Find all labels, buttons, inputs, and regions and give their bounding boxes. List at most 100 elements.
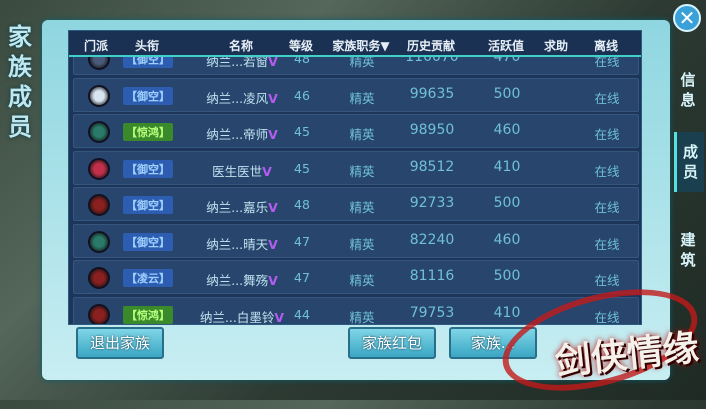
member-name-text: 纳兰...舞殇 xyxy=(206,273,269,288)
member-status: 在线 xyxy=(594,273,620,288)
member-name-text: 纳兰...白墨铃 xyxy=(199,309,275,325)
family-third-button[interactable]: 家族... xyxy=(449,327,537,359)
vip-badge: V xyxy=(268,127,278,142)
member-row[interactable]: 【惊鸿】 纳兰...白墨铃V 44 精英 79753 410 在线 xyxy=(73,296,639,325)
member-level: 45 xyxy=(294,160,310,176)
member-row[interactable]: 【御空】 纳兰...凌风V 46 精英 99635 500 在线 xyxy=(73,77,639,112)
tab-members[interactable]: 成员 xyxy=(674,132,704,192)
table-header: 门派 头衔 名称 等级 家族职务▼ 历史贡献 活跃值 求助 离线 xyxy=(69,31,641,57)
member-name: 纳兰...凌风V xyxy=(206,88,278,107)
member-position: 精英 xyxy=(349,273,375,288)
panel-title: 家族成员 xyxy=(8,23,32,141)
member-status: 在线 xyxy=(594,163,620,179)
tornado-icon xyxy=(88,230,110,253)
member-row[interactable]: 【凌云】 纳兰...舞殇V 47 精英 81116 500 在线 xyxy=(73,260,639,294)
member-name-text: 医生医世 xyxy=(212,163,263,179)
member-contribution: 81116 xyxy=(409,268,455,284)
vip-badge: V xyxy=(268,90,278,106)
member-row[interactable]: 【御空】 医生医世V 45 精英 98512 410 在线 xyxy=(73,150,639,185)
member-name-text: 纳兰...晴天 xyxy=(206,236,269,252)
sword-icon xyxy=(88,267,110,289)
member-title-badge: 【御空】 xyxy=(123,196,173,214)
column-header: 等级 xyxy=(288,39,314,53)
member-level: 47 xyxy=(294,270,310,285)
member-name: 纳兰...晴天V xyxy=(206,234,278,253)
family-red-packet-button[interactable]: 家族红包 xyxy=(348,327,436,359)
yin-yang-icon xyxy=(88,84,110,107)
member-position: 精英 xyxy=(349,236,375,252)
member-name-text: 纳兰...若窗 xyxy=(206,54,269,69)
member-activity: 460 xyxy=(493,231,521,248)
member-position: 精英 xyxy=(349,163,375,179)
member-status: 在线 xyxy=(594,236,620,252)
column-header[interactable]: 家族职务▼ xyxy=(332,39,390,53)
member-row[interactable]: 【御空】 纳兰...晴天V 47 精英 82240 460 在线 xyxy=(73,223,639,258)
vip-badge: V xyxy=(268,236,278,252)
member-name: 纳兰...嘉乐V xyxy=(206,197,278,216)
member-level: 45 xyxy=(294,124,310,139)
column-header: 求助 xyxy=(543,39,569,53)
member-position: 精英 xyxy=(349,200,375,215)
member-contribution: 82240 xyxy=(409,231,455,248)
member-position: 精英 xyxy=(349,127,375,142)
member-name: 医生医世V xyxy=(212,161,272,180)
column-header: 历史贡献 xyxy=(406,39,456,53)
vip-badge: V xyxy=(262,163,272,179)
member-activity: 500 xyxy=(493,195,521,211)
member-title-badge: 【御空】 xyxy=(123,86,173,105)
sword-icon xyxy=(88,194,110,216)
column-header: 离线 xyxy=(593,39,619,53)
member-contribution: 92733 xyxy=(409,195,455,211)
members-table: 门派 头衔 名称 等级 家族职务▼ 历史贡献 活跃值 求助 离线 【御空】 纳兰...若窗V 4… xyxy=(68,30,642,325)
sword-icon xyxy=(88,303,110,324)
member-position: 精英 xyxy=(349,90,375,106)
member-level: 44 xyxy=(294,306,310,322)
column-header: 头衔 xyxy=(134,39,160,53)
member-name: 纳兰...帝师V xyxy=(206,124,278,143)
tab-buildings[interactable]: 建筑 xyxy=(680,231,696,269)
vip-badge: V xyxy=(274,309,285,325)
member-row[interactable]: 【御空】 纳兰...嘉乐V 48 精英 92733 500 在线 xyxy=(73,187,639,221)
vip-badge: V xyxy=(268,54,278,69)
member-title-badge: 【御空】 xyxy=(123,159,173,178)
member-activity: 460 xyxy=(493,122,521,138)
member-level: 47 xyxy=(294,233,310,249)
column-header: 门派 xyxy=(83,39,109,53)
member-name: 纳兰...若窗V xyxy=(206,51,278,70)
member-status: 在线 xyxy=(594,127,620,142)
member-title-badge: 【惊鸿】 xyxy=(123,123,173,141)
member-name: 纳兰...白墨铃V xyxy=(199,307,285,325)
column-header: 活跃值 xyxy=(487,39,525,53)
vip-badge: V xyxy=(268,200,278,215)
member-position: 精英 xyxy=(349,309,375,325)
quit-family-button[interactable]: 退出家族 xyxy=(76,327,164,359)
member-title-badge: 【御空】 xyxy=(123,232,173,251)
vip-badge: V xyxy=(268,273,278,288)
member-contribution: 98950 xyxy=(409,122,455,138)
member-contribution: 99635 xyxy=(409,85,455,102)
member-name-text: 纳兰...嘉乐 xyxy=(206,200,269,215)
member-name-text: 纳兰...帝师 xyxy=(206,127,269,142)
member-contribution: 98512 xyxy=(409,158,455,175)
member-status: 在线 xyxy=(594,90,620,106)
member-contribution: 79753 xyxy=(409,304,455,321)
member-activity: 410 xyxy=(493,158,521,175)
column-header: 名称 xyxy=(228,39,254,53)
member-status: 在线 xyxy=(594,309,620,325)
member-name: 纳兰...舞殇V xyxy=(206,270,278,289)
member-status: 在线 xyxy=(594,200,620,215)
member-activity: 500 xyxy=(493,268,521,284)
member-row[interactable]: 【惊鸿】 纳兰...帝师V 45 精英 98950 460 在线 xyxy=(73,114,639,148)
member-activity: 500 xyxy=(493,85,521,102)
tornado-icon xyxy=(88,121,110,143)
member-level: 46 xyxy=(294,87,310,103)
member-title-badge: 【凌云】 xyxy=(123,269,173,287)
member-activity: 410 xyxy=(493,304,521,321)
close-button[interactable]: ✕ xyxy=(673,4,701,32)
member-title-badge: 【惊鸿】 xyxy=(123,305,173,324)
member-position: 精英 xyxy=(349,54,375,69)
flower-icon xyxy=(88,157,110,180)
member-name-text: 纳兰...凌风 xyxy=(206,90,269,106)
tab-info[interactable]: 信息 xyxy=(680,71,696,109)
family-members-panel: 门派 头衔 名称 等级 家族职务▼ 历史贡献 活跃值 求助 离线 【御空】 纳兰...若窗V 4… xyxy=(42,20,670,380)
